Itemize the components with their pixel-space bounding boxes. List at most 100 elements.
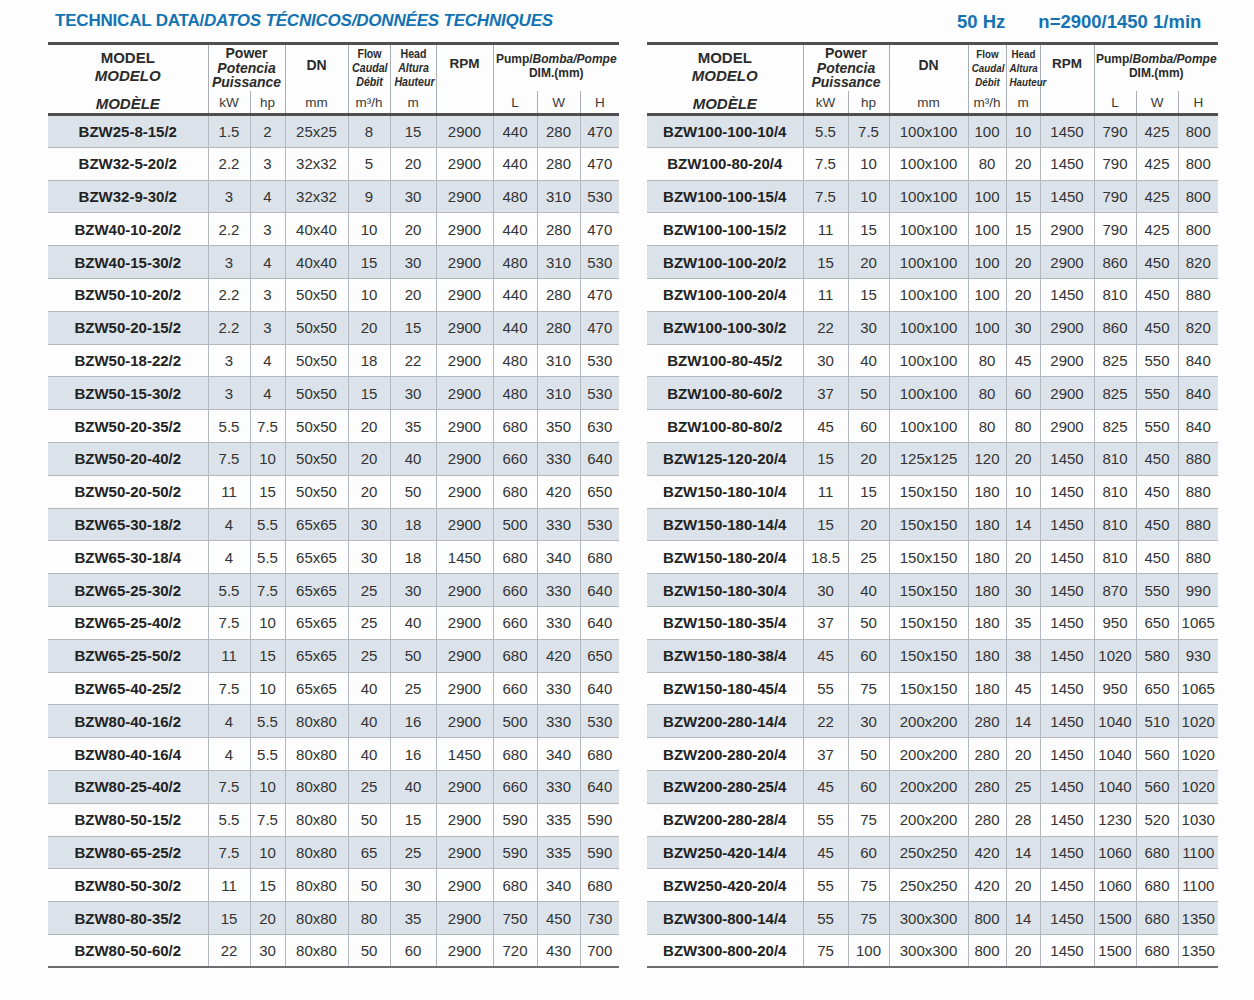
value-cell: 590 <box>580 836 619 869</box>
value-cell: 450 <box>537 902 580 935</box>
value-cell: 280 <box>968 738 1006 771</box>
value-cell: 1350 <box>1178 934 1218 967</box>
value-cell: 25 <box>348 770 390 803</box>
value-cell: 280 <box>968 705 1006 738</box>
value-cell: 15 <box>250 475 285 508</box>
value-cell: 800 <box>968 934 1006 967</box>
value-cell: 950 <box>1094 606 1136 639</box>
value-cell: 450 <box>1136 442 1178 475</box>
value-cell: 1020 <box>1094 639 1136 672</box>
value-cell: 25 <box>348 574 390 607</box>
value-cell: 825 <box>1094 377 1136 410</box>
value-cell: 1450 <box>436 541 493 574</box>
value-cell: 840 <box>1178 377 1218 410</box>
value-cell: 150x150 <box>889 606 968 639</box>
page-title-intl: DATOS TÉCNICOS/DONNÉES TECHNIQUES <box>204 11 553 30</box>
model-cell: BZW80-50-30/2 <box>48 869 208 902</box>
value-cell: 10 <box>250 672 285 705</box>
value-cell: 100 <box>968 180 1006 213</box>
value-cell: 10 <box>250 606 285 639</box>
table-row: BZW300-800-20/475100300x3008002014501500… <box>647 934 1218 967</box>
col-header-head: Head Altura Hauteur <box>1006 44 1040 92</box>
unit-mm: mm <box>285 91 348 114</box>
col-header-head: Head Altura Hauteur <box>390 44 436 92</box>
value-cell: 1065 <box>1178 672 1218 705</box>
value-cell: 22 <box>803 705 848 738</box>
model-cell: BZW50-20-15/2 <box>48 311 208 344</box>
value-cell: 880 <box>1178 442 1218 475</box>
value-cell: 330 <box>537 442 580 475</box>
model-cell: BZW250-420-20/4 <box>647 869 803 902</box>
value-cell: 5.5 <box>208 410 250 443</box>
value-cell: 1450 <box>1040 442 1094 475</box>
value-cell: 15 <box>390 803 436 836</box>
value-cell: 440 <box>493 147 537 180</box>
value-cell: 75 <box>848 869 889 902</box>
value-cell: 480 <box>493 246 537 279</box>
value-cell: 40 <box>390 770 436 803</box>
value-cell: 1450 <box>1040 115 1094 148</box>
value-cell: 425 <box>1136 180 1178 213</box>
value-cell: 25 <box>348 639 390 672</box>
frequency-speed-header: 50 Hzn=2900/1450 1/min <box>957 11 1201 33</box>
model-cell: BZW200-280-28/4 <box>647 803 803 836</box>
value-cell: 1450 <box>1040 803 1094 836</box>
value-cell: 180 <box>968 672 1006 705</box>
value-cell: 4 <box>250 377 285 410</box>
model-cell: BZW150-180-30/4 <box>647 574 803 607</box>
value-cell: 7.5 <box>803 147 848 180</box>
unit-w: W <box>1136 91 1178 114</box>
table-row: BZW100-80-45/23040100x100804529008255508… <box>647 344 1218 377</box>
value-cell: 35 <box>390 410 436 443</box>
table-row: BZW50-18-22/23450x5018222900480310530 <box>48 344 619 377</box>
value-cell: 2900 <box>436 836 493 869</box>
value-cell: 50 <box>348 934 390 967</box>
value-cell: 420 <box>968 869 1006 902</box>
value-cell: 860 <box>1094 246 1136 279</box>
page-title-en: TECHNICAL DATA/ <box>55 11 204 30</box>
value-cell: 30 <box>348 541 390 574</box>
value-cell: 15 <box>208 902 250 935</box>
model-cell: BZW125-120-20/4 <box>647 442 803 475</box>
value-cell: 4 <box>250 344 285 377</box>
value-cell: 870 <box>1094 574 1136 607</box>
value-cell: 16 <box>390 738 436 771</box>
value-cell: 40 <box>848 574 889 607</box>
table-row: BZW80-50-30/2111580x8050302900680340680 <box>48 869 619 902</box>
col-header-rpm: RPM <box>436 44 493 115</box>
value-cell: 15 <box>848 475 889 508</box>
value-cell: 1060 <box>1094 836 1136 869</box>
value-cell: 680 <box>1136 869 1178 902</box>
value-cell: 2900 <box>436 311 493 344</box>
value-cell: 18 <box>348 344 390 377</box>
value-cell: 65x65 <box>285 606 348 639</box>
value-cell: 30 <box>848 705 889 738</box>
model-cell: BZW250-420-14/4 <box>647 836 803 869</box>
table-row: BZW150-180-20/418.525150x150180201450810… <box>647 541 1218 574</box>
value-cell: 5.5 <box>250 508 285 541</box>
value-cell: 335 <box>537 836 580 869</box>
value-cell: 310 <box>537 246 580 279</box>
value-cell: 25 <box>1006 770 1040 803</box>
value-cell: 660 <box>493 574 537 607</box>
value-cell: 18 <box>390 541 436 574</box>
value-cell: 45 <box>803 770 848 803</box>
value-cell: 35 <box>390 902 436 935</box>
model-cell: BZW100-100-15/4 <box>647 180 803 213</box>
value-cell: 810 <box>1094 278 1136 311</box>
table-row: BZW50-10-20/22.2350x5010202900440280470 <box>48 278 619 311</box>
value-cell: 2900 <box>1040 213 1094 246</box>
value-cell: 50x50 <box>285 377 348 410</box>
value-cell: 37 <box>803 606 848 639</box>
value-cell: 470 <box>580 278 619 311</box>
value-cell: 310 <box>537 344 580 377</box>
value-cell: 590 <box>493 803 537 836</box>
model-cell: BZW25-8-15/2 <box>48 115 208 148</box>
table-row: BZW80-65-25/27.51080x8065252900590335590 <box>48 836 619 869</box>
table-row: BZW250-420-20/45575250x25042020145010606… <box>647 869 1218 902</box>
value-cell: 150x150 <box>889 672 968 705</box>
unit-hp: hp <box>250 91 285 114</box>
value-cell: 530 <box>580 705 619 738</box>
value-cell: 30 <box>803 574 848 607</box>
value-cell: 30 <box>848 311 889 344</box>
